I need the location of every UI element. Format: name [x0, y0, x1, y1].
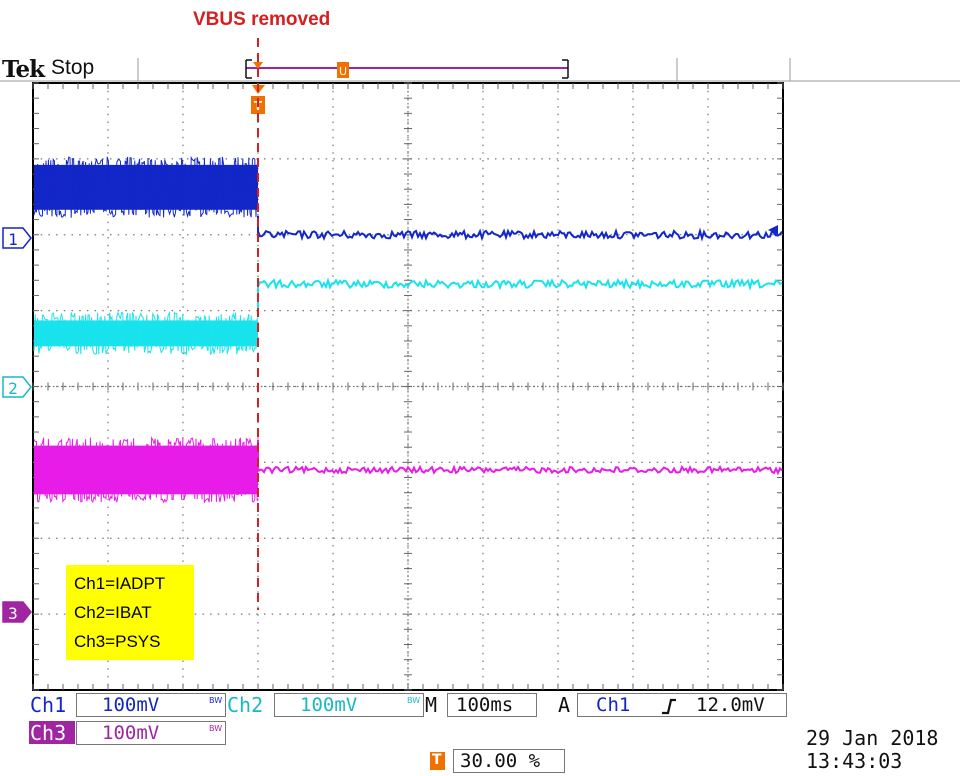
vbus-removed-annotation: VBUS removed [193, 9, 331, 30]
ch3-ground-marker: 3 [2, 601, 32, 623]
horizontal-position-value: 30.00 % [460, 750, 541, 772]
timebase-box[interactable]: 100ms [447, 693, 537, 717]
ch1-scale-box[interactable]: 100mV BW [76, 693, 226, 717]
trace-ch1 [33, 155, 783, 242]
trace-ch1-after [257, 227, 783, 242]
trace-ch2-after [257, 277, 783, 291]
rising-edge-icon [662, 698, 676, 715]
record-timebar: U [245, 59, 569, 79]
ch3-scale-box[interactable]: 100mV BW [76, 721, 226, 745]
svg-text:U: U [339, 65, 347, 78]
ch3-bw-icon: BW [209, 724, 223, 733]
channel-legend: Ch1=IADPT Ch2=IBAT Ch3=PSYS [66, 565, 194, 660]
legend-ch3: Ch3=PSYS [74, 632, 161, 651]
timebase-value: 100ms [456, 694, 514, 716]
trigger-level: 12.0mV [696, 694, 765, 716]
ch3-label: Ch3 [30, 721, 67, 745]
record-trigger-icon [337, 62, 349, 78]
ch1-bw-icon: BW [209, 696, 223, 705]
trace-ch1-noise [33, 155, 258, 219]
ch3-scale: 100mV [102, 722, 160, 744]
trigger-level-icon [768, 225, 778, 235]
trigger-source: Ch1 [596, 694, 631, 716]
trigger-mode: A [558, 693, 571, 717]
svg-text:2: 2 [8, 379, 18, 398]
trace-ch3 [33, 435, 783, 504]
capture-date: 29 Jan 2018 [806, 726, 939, 750]
ch1-label: Ch1 [30, 693, 67, 717]
ch1-scale: 100mV [102, 694, 160, 716]
ch2-scale-box[interactable]: 100mV BW [274, 693, 424, 717]
svg-text:3: 3 [8, 604, 18, 623]
svg-text:1: 1 [8, 230, 18, 249]
run-state: Stop [51, 56, 95, 79]
brand-logo: Tek [2, 56, 45, 83]
trigger-box[interactable]: Ch1 12.0mV [577, 693, 787, 717]
traces [33, 155, 783, 504]
trace-ch2 [33, 277, 783, 356]
ch2-bw-icon: BW [407, 696, 421, 705]
trace-ch3-after [257, 464, 783, 476]
ch3-label-bg: Ch3 [29, 721, 75, 745]
horizontal-position-icon: T [430, 752, 445, 770]
legend-ch1: Ch1=IADPT [74, 574, 166, 593]
horizontal-position-box[interactable]: 30.00 % [453, 749, 565, 773]
view-start-icon [253, 62, 263, 69]
trace-ch2-noise [33, 310, 258, 356]
ch2-label: Ch2 [227, 693, 264, 717]
ch1-ground-marker: 1 [2, 227, 32, 249]
timebase-label: M [425, 693, 438, 717]
ch2-ground-marker: 2 [2, 376, 32, 398]
ch2-scale: 100mV [300, 694, 358, 716]
capture-time: 13:43:03 [806, 749, 903, 773]
legend-ch2: Ch2=IBAT [74, 603, 152, 622]
trace-ch3-noise [33, 435, 258, 504]
